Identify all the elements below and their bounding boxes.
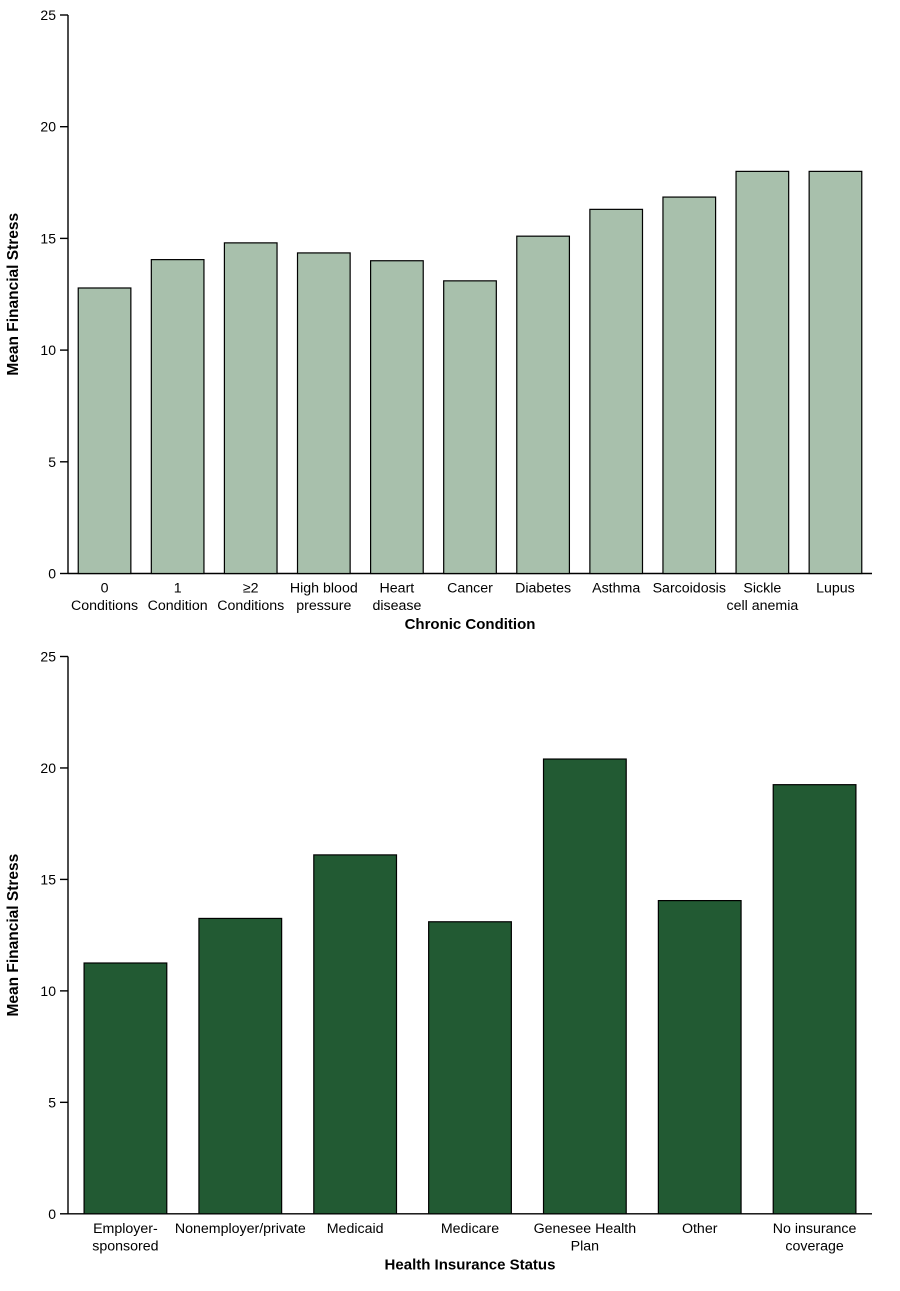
svg-text:Medicare: Medicare — [441, 1221, 499, 1237]
svg-text:5: 5 — [48, 1094, 56, 1110]
svg-text:Medicaid: Medicaid — [327, 1221, 384, 1237]
svg-text:Lupus: Lupus — [816, 581, 855, 597]
svg-text:0: 0 — [48, 1206, 56, 1222]
svg-text:Plan: Plan — [571, 1238, 599, 1254]
svg-text:Heart: Heart — [380, 581, 415, 597]
svg-text:Genesee Health: Genesee Health — [534, 1221, 637, 1237]
svg-text:High blood: High blood — [290, 581, 358, 597]
svg-text:coverage: coverage — [785, 1238, 843, 1254]
svg-text:Diabetes: Diabetes — [515, 581, 571, 597]
svg-text:10: 10 — [40, 983, 56, 999]
svg-text:sponsored: sponsored — [92, 1238, 158, 1254]
svg-text:No insurance: No insurance — [773, 1221, 857, 1237]
svg-text:Condition: Condition — [148, 598, 208, 614]
svg-text:Nonemployer/private: Nonemployer/private — [175, 1221, 306, 1237]
svg-text:25: 25 — [40, 649, 56, 665]
svg-text:disease: disease — [372, 598, 421, 614]
svg-text:≥2: ≥2 — [243, 581, 259, 597]
svg-text:Sickle: Sickle — [743, 581, 781, 597]
svg-text:Other: Other — [682, 1221, 718, 1237]
svg-text:Employer-: Employer- — [93, 1221, 158, 1237]
svg-text:5: 5 — [48, 454, 56, 470]
svg-text:15: 15 — [40, 871, 56, 887]
svg-text:Sarcoidosis: Sarcoidosis — [653, 581, 726, 597]
svg-text:Mean Financial Stress: Mean Financial Stress — [5, 854, 22, 1017]
svg-text:1: 1 — [174, 581, 182, 597]
svg-text:10: 10 — [40, 342, 56, 358]
svg-text:Health Insurance Status: Health Insurance Status — [385, 1256, 556, 1273]
svg-text:Conditions: Conditions — [71, 598, 138, 614]
svg-text:Asthma: Asthma — [592, 581, 640, 597]
svg-text:20: 20 — [40, 760, 56, 776]
svg-text:Mean Financial Stress: Mean Financial Stress — [5, 213, 22, 376]
svg-text:Chronic Condition: Chronic Condition — [405, 616, 536, 633]
svg-text:25: 25 — [40, 7, 56, 23]
svg-text:20: 20 — [40, 119, 56, 135]
svg-text:cell anemia: cell anemia — [726, 598, 798, 614]
svg-text:0: 0 — [48, 566, 56, 582]
svg-text:Cancer: Cancer — [447, 581, 493, 597]
svg-text:0: 0 — [101, 581, 109, 597]
svg-text:pressure: pressure — [296, 598, 351, 614]
svg-text:Conditions: Conditions — [217, 598, 284, 614]
svg-text:15: 15 — [40, 230, 56, 246]
